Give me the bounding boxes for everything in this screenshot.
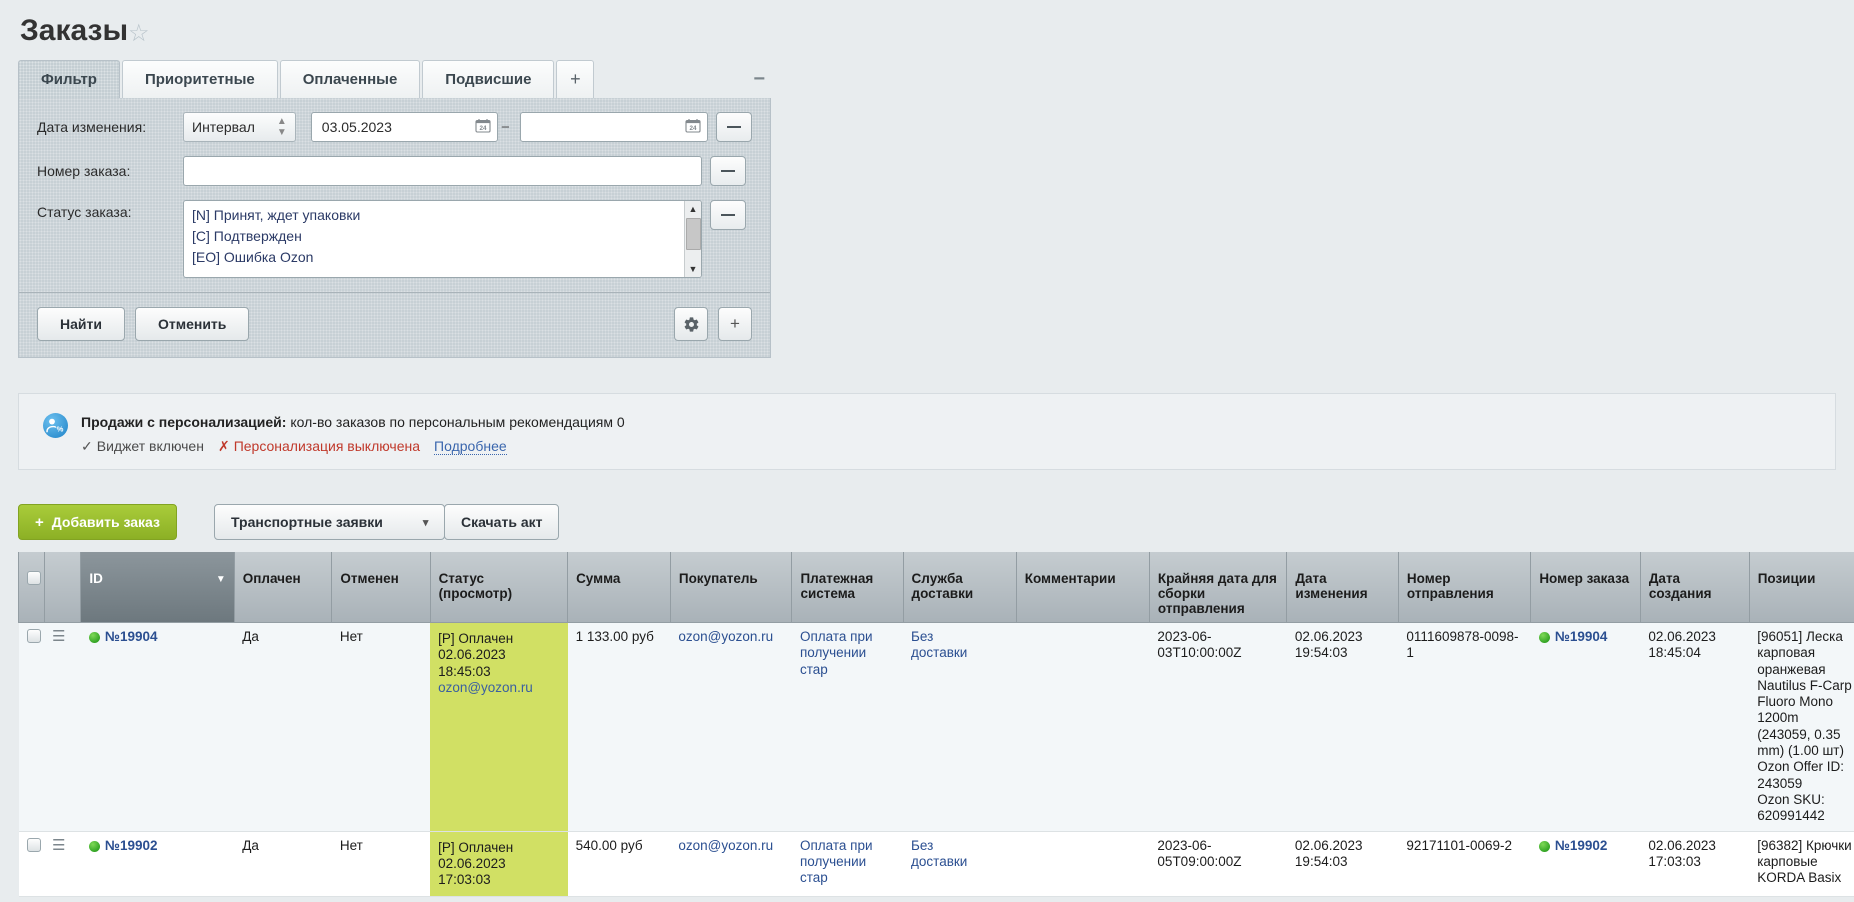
svg-text:%: % <box>57 425 64 434</box>
svg-text:24: 24 <box>689 125 697 132</box>
svg-text:24: 24 <box>480 125 488 132</box>
